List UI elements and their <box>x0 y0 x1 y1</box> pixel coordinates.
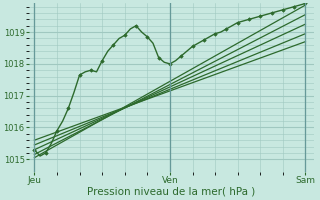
X-axis label: Pression niveau de la mer( hPa ): Pression niveau de la mer( hPa ) <box>87 187 255 197</box>
